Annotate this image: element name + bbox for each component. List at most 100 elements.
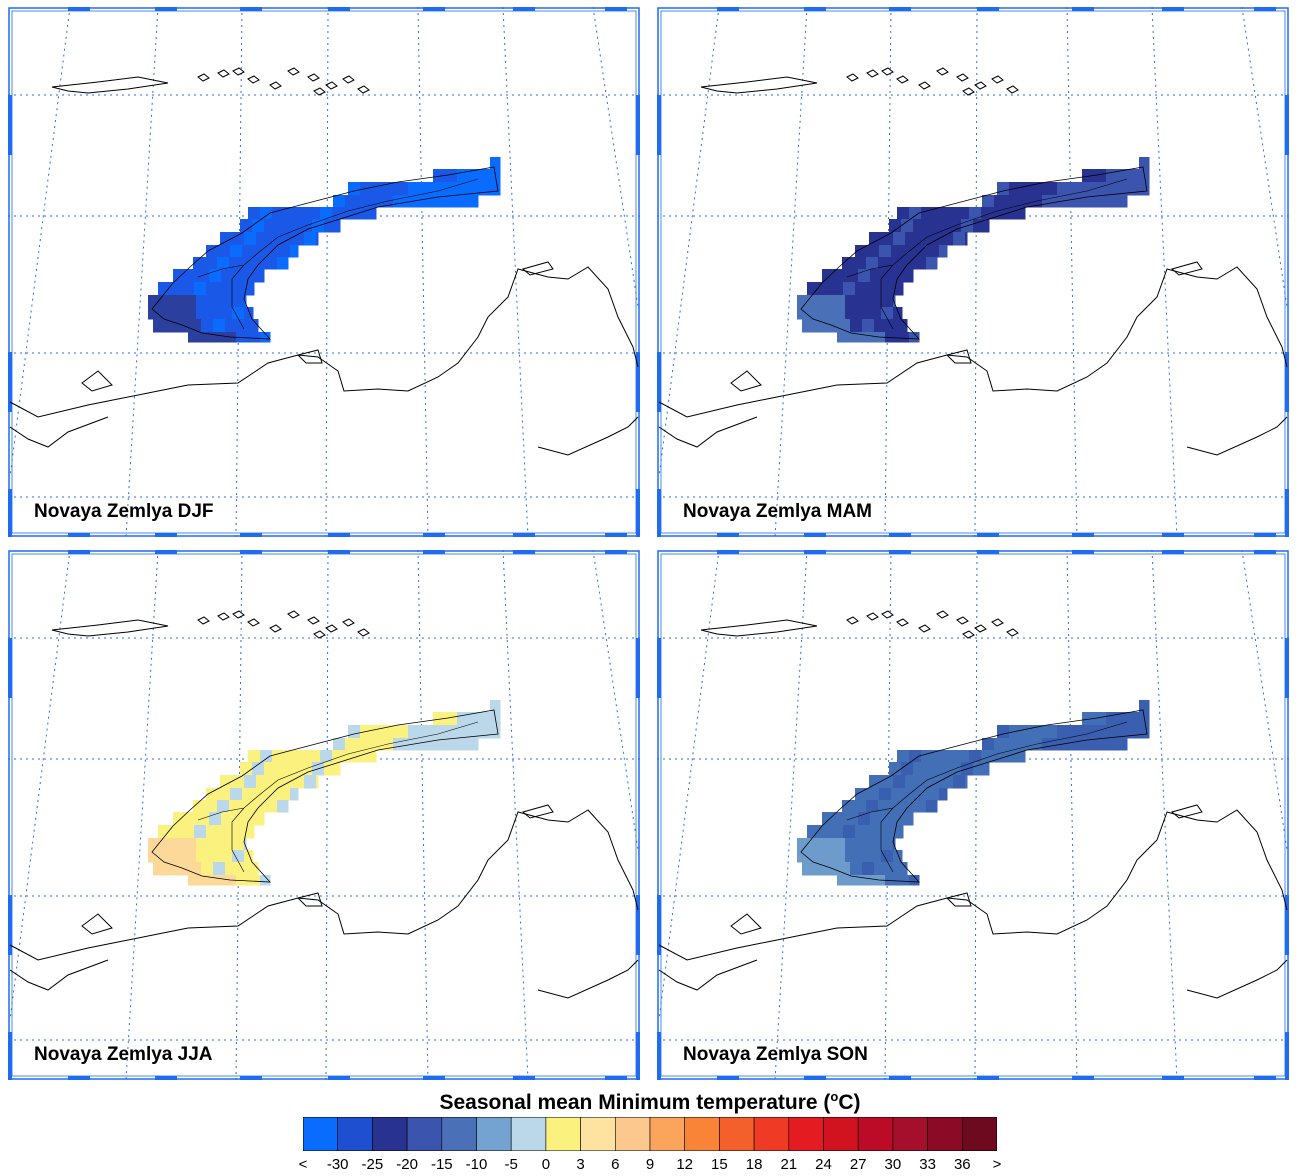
grid-cell	[290, 245, 299, 258]
colorbar	[303, 1117, 997, 1151]
grid-cell	[957, 750, 970, 763]
grid-cell	[242, 825, 255, 839]
colorbar-tick-label: 18	[745, 1156, 763, 1173]
grid-cell	[232, 295, 245, 308]
grid-cell	[890, 257, 903, 270]
grid-cell	[897, 207, 910, 220]
grid-cell	[854, 800, 867, 813]
grid-cell	[240, 219, 253, 233]
grid-cell	[468, 182, 481, 196]
grid-cell	[867, 282, 880, 296]
grid-cell	[985, 762, 990, 776]
grid-cell	[854, 257, 867, 270]
grid-cell	[870, 269, 883, 283]
colorbar-swatch	[580, 1117, 616, 1151]
grid-cell	[242, 282, 255, 296]
frame-tick-right	[1285, 352, 1289, 412]
frame-tick-top	[240, 7, 262, 11]
grid-cell	[336, 762, 341, 776]
islet	[962, 630, 975, 639]
islet	[1006, 628, 1019, 637]
grid-cell	[265, 257, 278, 270]
coastline-west	[9, 959, 109, 991]
grid-cell	[244, 850, 254, 863]
graticule-meridian	[774, 550, 808, 1080]
colorbar-swatch	[857, 1117, 894, 1151]
colorbar-title: Seasonal mean Minimum temperature (oC)	[0, 1089, 1300, 1115]
grid-cell	[220, 232, 233, 246]
grid-cell	[1090, 738, 1103, 751]
grid-cell	[965, 775, 968, 789]
grid-cell	[1017, 207, 1026, 220]
grid-cell	[182, 825, 195, 839]
colorbar-tick-label: 0	[541, 1156, 551, 1173]
grid-cell	[193, 257, 206, 270]
grid-cell	[1105, 725, 1118, 739]
grid-cell	[248, 875, 261, 886]
island-vaygach	[946, 892, 972, 907]
grid-cell	[220, 775, 233, 789]
colorbar-tick-label: -15	[430, 1156, 453, 1173]
grid-cell	[308, 207, 321, 220]
grid-cell	[208, 295, 221, 308]
grid-cell	[926, 800, 938, 813]
frame-tick-top	[717, 550, 739, 554]
coastline-east	[1186, 959, 1288, 999]
grid-cell	[869, 838, 882, 851]
frame-tick-bottom	[1162, 1076, 1184, 1080]
grid-cell	[213, 319, 226, 333]
grid-cell	[232, 838, 245, 851]
grid-cell	[881, 775, 894, 789]
grid-cell	[444, 725, 457, 739]
islet	[956, 73, 969, 82]
grid-cell	[453, 738, 466, 751]
frame-tick-left	[8, 895, 12, 955]
grid-cell	[200, 875, 213, 886]
grid-cell	[432, 725, 445, 739]
grid-cell	[148, 295, 161, 308]
grid-cell	[994, 195, 1007, 208]
coastline-mainland	[9, 266, 639, 418]
grid-cell	[1142, 712, 1150, 726]
grid-cell	[893, 775, 906, 789]
grid-cell	[356, 750, 369, 763]
grid-cell	[336, 219, 341, 233]
grid-cell	[220, 307, 233, 320]
panel-inner-frame	[660, 553, 1286, 1077]
grid-cell	[208, 838, 221, 851]
islet	[991, 75, 1004, 84]
grid-cell	[857, 838, 870, 851]
grid-cell	[188, 332, 201, 343]
grid-cell	[833, 850, 846, 863]
grid-cell	[260, 332, 271, 343]
frame-tick-top	[68, 7, 90, 11]
colorbar-swatch	[406, 1117, 443, 1151]
grid-cell	[384, 725, 397, 739]
grid-cell	[945, 750, 958, 763]
grid-cell	[982, 195, 995, 208]
grid-cell	[220, 295, 233, 308]
grid-cell	[256, 232, 269, 246]
islet	[918, 624, 931, 633]
frame-tick-top	[155, 7, 177, 11]
grid-cell	[420, 182, 433, 196]
colorbar-swatch	[753, 1117, 790, 1151]
colorbar-swatch	[961, 1117, 997, 1151]
islet	[866, 612, 879, 621]
grid-cell	[929, 232, 942, 246]
grid-cell	[229, 800, 242, 813]
grid-cell	[881, 850, 894, 863]
grid-cell	[925, 219, 938, 233]
grid-cell	[220, 850, 233, 863]
grid-cell	[1005, 207, 1018, 220]
grid-cell	[867, 825, 880, 839]
colorbar-tick-label: 3	[576, 1156, 585, 1173]
colorbar-tick-label: 9	[645, 1156, 655, 1173]
grid-cell	[345, 738, 358, 751]
grid-cell	[1105, 182, 1118, 196]
grid-cell	[290, 788, 299, 801]
grid-cell	[1069, 725, 1082, 739]
grid-cell	[821, 295, 834, 308]
grid-cell	[284, 750, 297, 763]
colorbar-tick-label: 6	[611, 1156, 620, 1173]
